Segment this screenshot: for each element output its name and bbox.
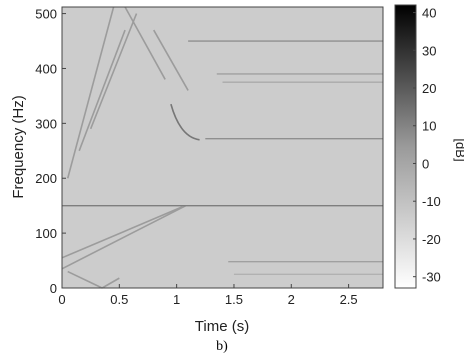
- y-tick-label: 0: [50, 281, 57, 296]
- sweep-1: [61, 206, 183, 259]
- sweep-2: [67, 270, 103, 289]
- colorbar-tick-label: -30: [422, 270, 441, 285]
- x-tick-label: 2: [288, 292, 295, 307]
- spectrogram-area: [62, 7, 383, 288]
- colorbar-tick-label: 40: [422, 6, 436, 21]
- y-axis-title: Frequency (Hz): [10, 95, 27, 198]
- colorbar-axis: 40 30 20 10 0 -10 -20 -30: [413, 6, 441, 285]
- colorbar: [394, 4, 417, 289]
- sweep-0: [61, 204, 187, 270]
- y-tick-label: 200: [35, 171, 57, 186]
- sweep-8: [153, 29, 189, 91]
- sweep-5: [78, 29, 126, 152]
- colorbar-tick-label: -20: [422, 232, 441, 247]
- colorbar-tick-label: 0: [422, 156, 429, 171]
- x-tick-label: 0.5: [110, 292, 128, 307]
- y-tick-label: 400: [35, 61, 57, 76]
- x-tick-label: 1: [173, 292, 180, 307]
- y-tick-label: 100: [35, 226, 57, 241]
- colorbar-tick-label: 30: [422, 43, 436, 58]
- colorbar-label: [dB]: [453, 138, 464, 161]
- sweep-4: [66, 6, 115, 179]
- colorbar-tick-label: -10: [422, 194, 441, 209]
- transient-decay: [170, 103, 200, 141]
- y-tick-label: 500: [35, 7, 57, 22]
- y-axis: 0 100 200 300 400 500: [35, 7, 66, 296]
- x-tick-label: 0: [58, 292, 65, 307]
- figure-caption: b): [216, 339, 228, 354]
- x-axis-title: Time (s): [195, 318, 249, 335]
- sweep-7: [124, 6, 166, 80]
- x-axis: 0 0.5 1 1.5 2 2.5: [58, 284, 358, 307]
- y-tick-label: 300: [35, 116, 57, 131]
- sweep-6: [89, 13, 138, 130]
- sweep-3: [101, 277, 120, 289]
- plot-frame: [61, 6, 384, 289]
- colorbar-tick-label: 10: [422, 119, 436, 134]
- x-tick-label: 1.5: [225, 292, 243, 307]
- x-tick-label: 2.5: [340, 292, 358, 307]
- colorbar-tick-label: 20: [422, 81, 436, 96]
- spectrogram-features: [61, 6, 383, 289]
